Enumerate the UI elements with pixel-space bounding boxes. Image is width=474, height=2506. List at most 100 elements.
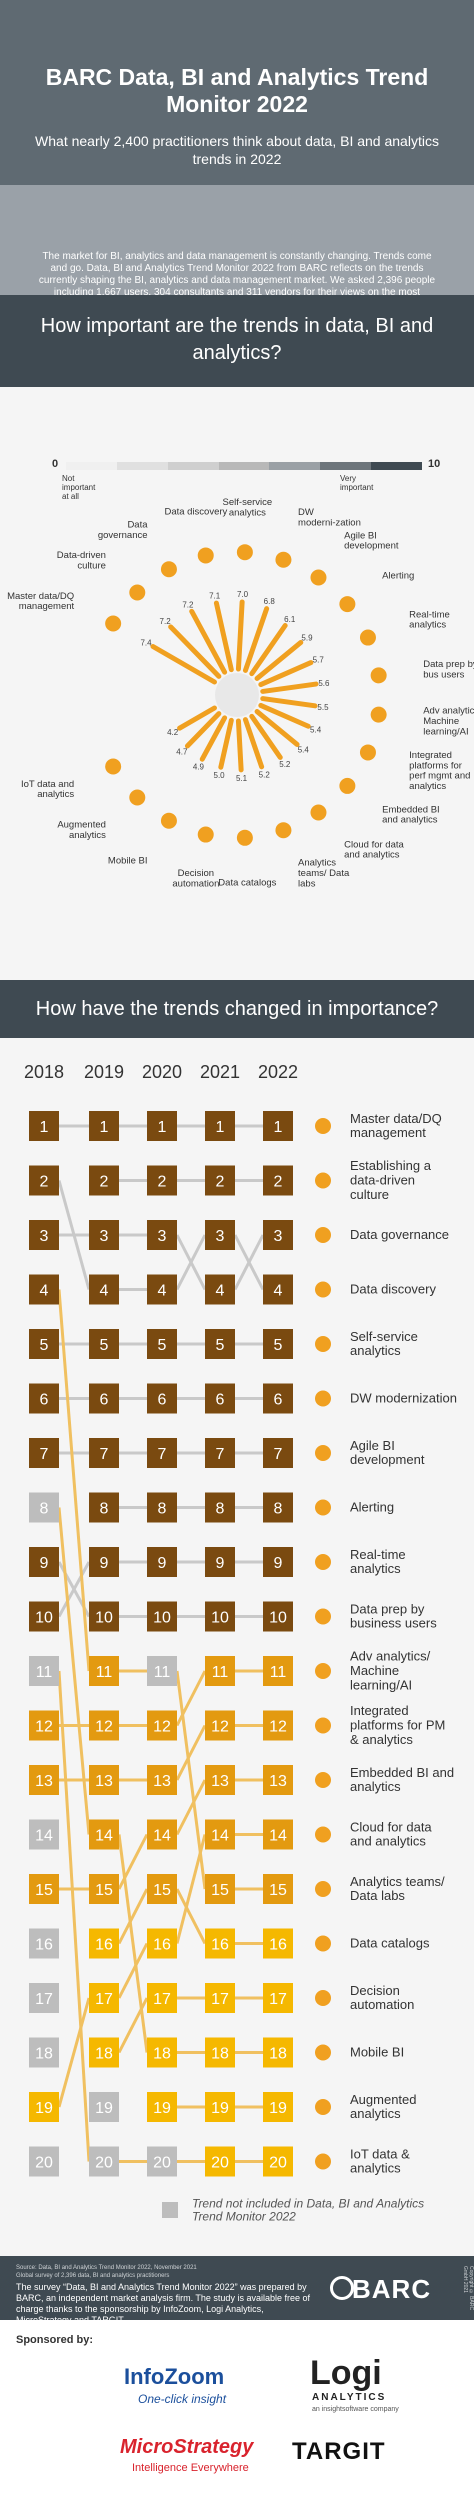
rank-box [29, 1274, 59, 1305]
rank-box [205, 1656, 235, 1686]
rank-number: 3 [40, 1228, 49, 1245]
rank-number: 20 [153, 2155, 171, 2172]
logi-sub: ANALYTICS [312, 2392, 387, 2403]
rank-box [147, 2092, 177, 2122]
trend-label: DW modernization [350, 1391, 457, 1406]
rank-number: 2 [100, 1174, 109, 1191]
rank-box [205, 1165, 235, 1196]
trend-label: Alerting [350, 1500, 394, 1515]
trend-icon [359, 629, 376, 646]
rank-box [29, 1983, 59, 2013]
rank-box [147, 1819, 177, 1850]
trend-icon [315, 2099, 331, 2115]
legend-swatch [162, 2202, 178, 2218]
trend-icon [315, 1826, 331, 1843]
section-importance-header: How important are the trends in data, BI… [0, 295, 474, 387]
rank-number: 3 [216, 1228, 225, 1245]
radial-category-label: IoT data and analytics [21, 779, 74, 800]
radial-value: 5.0 [214, 771, 226, 780]
radial-category-label: Agile BI development [344, 530, 399, 551]
rank-box [205, 2092, 235, 2122]
year-label: 2020 [142, 1062, 182, 1082]
rank-number: 12 [211, 1719, 229, 1736]
trend-icon [359, 744, 376, 761]
trend-icon [315, 1663, 331, 1679]
radial-bar [254, 709, 300, 747]
rank-number: 17 [211, 1991, 229, 2008]
rank-box [89, 1601, 119, 1632]
rank-number: 7 [40, 1446, 49, 1463]
rank-box [147, 1492, 177, 1523]
rank-number: 17 [35, 1991, 53, 2008]
infozoom-tagline: One-click insight [138, 2392, 227, 2406]
microstrategy-logo: MicroStrategy [120, 2436, 254, 2458]
rank-box [29, 1220, 59, 1250]
rank-number: 10 [269, 1610, 287, 1627]
radial-value: 7.2 [160, 617, 172, 626]
trend-label: Data governance [350, 1227, 449, 1242]
scale-bar [66, 462, 423, 470]
trend-label: Data catalogs [350, 1936, 430, 1951]
rank-number: 14 [153, 1828, 171, 1845]
rank-number: 15 [269, 1882, 287, 1899]
trend-icon [129, 584, 146, 601]
rank-box [263, 1547, 293, 1577]
rank-number: 4 [100, 1283, 109, 1300]
trend-icon [315, 1717, 331, 1734]
trend-icon [310, 804, 327, 821]
radial-bar [258, 702, 311, 729]
rank-number: 19 [211, 2100, 229, 2117]
rank-box [205, 1601, 235, 1632]
rank-box [205, 1547, 235, 1577]
rank-number: 11 [154, 1664, 171, 1681]
rank-number: 16 [211, 1937, 229, 1954]
rank-connector [117, 1834, 149, 2053]
radial-category-label: Mobile BI [108, 855, 148, 866]
trend-label: Master data/DQ management [350, 1111, 442, 1140]
rank-box [205, 1329, 235, 1359]
rank-number: 6 [274, 1392, 283, 1409]
rank-number: 16 [95, 1937, 113, 1954]
rank-box [263, 1765, 293, 1795]
rank-number: 20 [211, 2155, 229, 2172]
rank-number: 6 [158, 1392, 167, 1409]
rank-number: 15 [153, 1882, 171, 1899]
trend-label: Embedded BI and analytics [350, 1765, 454, 1794]
radial-value: 5.1 [236, 774, 248, 783]
rank-number: 12 [269, 1719, 287, 1736]
logi-tagline: an insightsoftware company [312, 2406, 399, 2413]
rank-connector [117, 1888, 149, 1945]
rank-number: 13 [35, 1773, 53, 1790]
rank-number: 18 [35, 2046, 53, 2063]
rank-number: 6 [40, 1392, 49, 1409]
rank-box [29, 1329, 59, 1359]
rank-box [29, 1819, 59, 1850]
rank-box [147, 1765, 177, 1795]
rank-number: 14 [35, 1828, 53, 1845]
rank-box [147, 1710, 177, 1741]
scale-max: 10 [428, 458, 441, 470]
rank-number: 19 [269, 2100, 287, 2117]
rank-number: 18 [95, 2046, 113, 2063]
page-title: BARC Data, BI and Analytics Trend Monito… [45, 64, 429, 117]
footer-source: Source: Data, BI and Analytics Trend Mon… [16, 2264, 197, 2280]
rank-box [89, 1165, 119, 1196]
radial-bar [254, 639, 304, 681]
footer: Source: Data, BI and Analytics Trend Mon… [0, 2256, 474, 2325]
radial-category-label: Analytics teams/ Data labs [298, 857, 350, 889]
rank-number: 10 [35, 1610, 53, 1627]
rank-number: 11 [36, 1664, 53, 1681]
rank-number: 2 [274, 1174, 283, 1191]
radial-value: 5.6 [318, 679, 330, 688]
radial-bar [242, 717, 265, 770]
year-label: 2018 [24, 1062, 64, 1082]
radial-bar [260, 681, 319, 694]
trend-icon [310, 569, 327, 586]
trend-icon [315, 1772, 331, 1788]
section-importance-title: How important are the trends in data, BI… [40, 315, 434, 364]
rank-box [147, 1329, 177, 1359]
rank-box [147, 1111, 177, 1141]
rank-box [147, 1383, 177, 1414]
rank-box [89, 2092, 119, 2122]
